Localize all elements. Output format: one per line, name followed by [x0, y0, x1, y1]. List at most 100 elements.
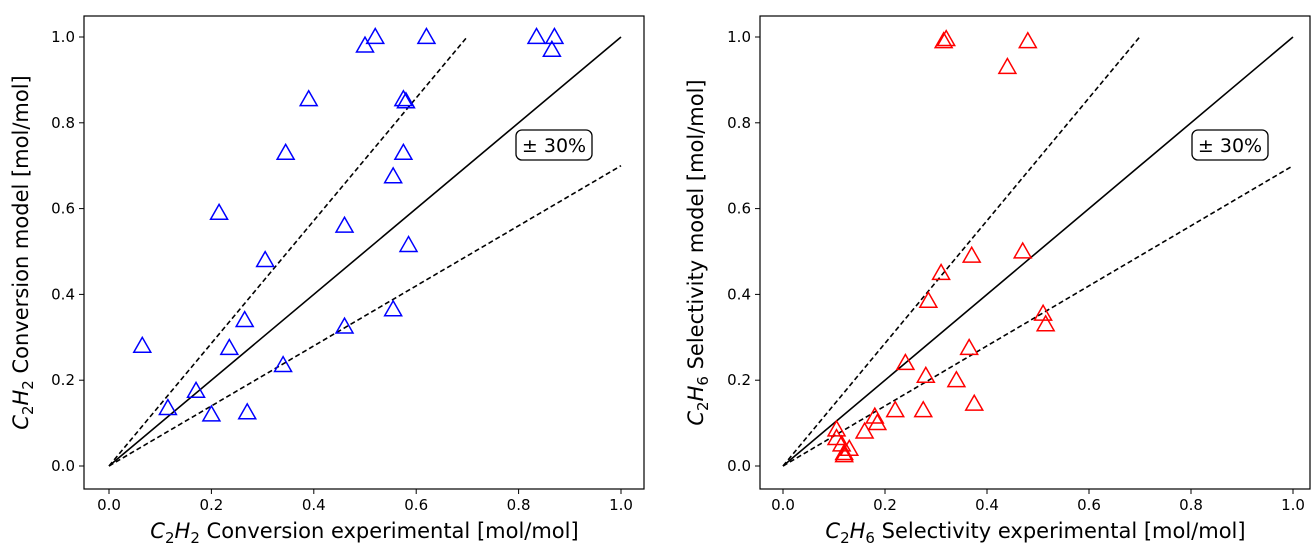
selectivity-x-axis-label-s1: 2 [840, 529, 850, 546]
selectivity-plot-frame [759, 15, 1311, 490]
selectivity-data-point [867, 413, 888, 431]
selectivity-data-point [1018, 31, 1038, 49]
conversion-y-tick-label: 0.4 [51, 285, 75, 303]
conversion-data-point [526, 26, 547, 45]
conversion-y-axis-label: C2H2 Conversion model [mol/mol] [9, 75, 37, 429]
conversion-y-axis-label-rest: Conversion model [mol/mol] [9, 75, 33, 380]
conversion-data-point [393, 142, 414, 160]
selectivity-x-axis-label-s2: 6 [865, 529, 875, 546]
selectivity-x-tick-label: 1.0 [1281, 496, 1305, 514]
selectivity-data-point [826, 419, 847, 437]
conversion-parity-line [108, 36, 622, 467]
selectivity-y-axis-label-mid: H [684, 385, 708, 401]
selectivity-data-point [1012, 241, 1033, 259]
conversion-x-tick-label: 1.0 [609, 496, 633, 514]
conversion-data-point [334, 215, 355, 233]
selectivity-data-point [865, 406, 885, 424]
selectivity-data-point [834, 443, 854, 461]
selectivity-x-tick-label: 0.6 [1077, 496, 1101, 514]
selectivity-bound-line-2 [782, 165, 1294, 467]
selectivity-y-tick-label: 0.8 [727, 114, 751, 132]
selectivity-x-axis-label-mid: H [850, 519, 866, 543]
conversion-data-point [416, 26, 437, 45]
selectivity-data-point [997, 57, 1018, 75]
conversion-y-tick-label: 0.2 [51, 371, 75, 389]
conversion-data-point [383, 166, 403, 184]
selectivity-panel: 0.0 0.2 0.4 0.6 0.8 1.00.00.20.40.60.81.0C2H6… [684, 15, 1311, 546]
selectivity-y-axis-label: C2H6 Selectivity model [mol/mol] [684, 79, 712, 425]
selectivity-y-axis-label-s1: 2 [694, 401, 712, 411]
conversion-data-point [544, 26, 565, 45]
selectivity-data-point [834, 445, 854, 463]
selectivity-x-axis-label: C2H6 Selectivity experimental [mol/mol] [825, 519, 1245, 546]
conversion-x-tick-label: 0.2 [199, 496, 223, 514]
conversion-y-axis-label-mid: H [9, 390, 33, 406]
conversion-annotation-text: ± 30% [522, 135, 586, 157]
selectivity-data-point [895, 353, 916, 371]
conversion-data-point [237, 402, 258, 420]
conversion-y-axis-label-s2: 2 [19, 380, 37, 390]
selectivity-data-point [918, 290, 939, 308]
conversion-annotation-box [515, 129, 593, 161]
conversion-data-point [132, 335, 153, 354]
conversion-data-point [209, 202, 229, 221]
selectivity-data-point [946, 370, 967, 388]
conversion-data-point [275, 142, 296, 160]
selectivity-data-point [839, 438, 860, 456]
conversion-data-point [273, 355, 293, 373]
conversion-data-point [383, 299, 403, 317]
conversion-x-axis-label-rest: Conversion experimental [mol/mol] [200, 519, 579, 543]
selectivity-x-axis-label-base: C [825, 519, 840, 543]
selectivity-data-point [854, 421, 875, 439]
conversion-data-point [186, 380, 206, 399]
selectivity-y-tick-label: 0.4 [727, 285, 751, 303]
conversion-data-point [298, 89, 319, 107]
conversion-y-tick-label: 1.0 [51, 28, 75, 46]
selectivity-data-point [931, 262, 951, 281]
conversion-x-axis-label: C2H2 Conversion experimental [mol/mol] [150, 519, 578, 546]
conversion-data-point [542, 39, 562, 57]
selectivity-y-tick-label: 0.6 [727, 200, 751, 218]
selectivity-y-axis-label-rest: Selectivity model [mol/mol] [684, 79, 708, 376]
conversion-plot-frame [83, 15, 645, 490]
conversion-data-point [355, 35, 375, 53]
selectivity-data-point [961, 245, 982, 263]
conversion-y-axis-label-base: C [9, 415, 33, 430]
conversion-y-tick-label: 0.8 [51, 114, 75, 132]
selectivity-data-point [964, 393, 985, 411]
selectivity-parity-line [782, 36, 1294, 467]
selectivity-bound-line-1 [782, 36, 1141, 467]
conversion-x-axis-label-mid: H [175, 519, 191, 543]
selectivity-x-tick-label: 0.2 [873, 496, 897, 514]
conversion-panel: 0.0 0.2 0.4 0.6 0.8 1.00.00.20.40.60.81.0C2H2… [9, 15, 645, 546]
selectivity-data-point [885, 400, 905, 418]
selectivity-x-axis-label-rest: Selectivity experimental [mol/mol] [875, 519, 1246, 543]
selectivity-data-point [916, 365, 936, 384]
conversion-y-axis-label-s1: 2 [19, 406, 37, 416]
selectivity-y-axis-label-s2: 6 [694, 376, 712, 386]
conversion-bound-line-2 [108, 165, 622, 467]
conversion-x-tick-label: 0.6 [404, 496, 428, 514]
conversion-data-point [158, 398, 178, 416]
selectivity-y-tick-label: 1.0 [727, 28, 751, 46]
conversion-x-axis-label-s1: 2 [165, 529, 175, 546]
selectivity-data-point [936, 29, 956, 47]
selectivity-data-point [933, 31, 954, 49]
conversion-data-point [393, 89, 414, 107]
selectivity-y-axis-label-base: C [684, 411, 708, 426]
conversion-x-axis-label-base: C [150, 519, 165, 543]
selectivity-y-tick-label: 0.0 [727, 457, 751, 475]
conversion-data-point [255, 250, 275, 268]
conversion-data-point [234, 310, 255, 328]
conversion-x-tick-label: 0.4 [302, 496, 326, 514]
conversion-x-axis-label-s2: 2 [190, 529, 200, 546]
conversion-x-tick-label: 0.8 [507, 496, 531, 514]
conversion-x-tick-label: 0.0 [97, 496, 121, 514]
selectivity-data-point [913, 400, 934, 418]
selectivity-x-tick-label: 0.4 [975, 496, 999, 514]
conversion-y-tick-label: 0.6 [51, 200, 75, 218]
selectivity-annotation-text: ± 30% [1198, 135, 1262, 157]
selectivity-data-point [1035, 314, 1056, 332]
conversion-data-point [334, 316, 355, 334]
